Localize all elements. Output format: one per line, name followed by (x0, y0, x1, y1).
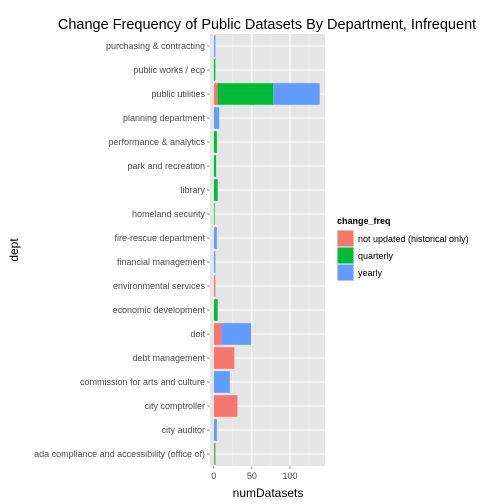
y-tick-label: public works / ecp (133, 65, 205, 75)
y-tick-label: debt management (132, 353, 205, 363)
y-tick-label: performance & analytics (108, 137, 205, 147)
bar-segment (214, 155, 216, 177)
bar-segment (221, 323, 251, 345)
x-axis-title: numDatasets (233, 486, 304, 500)
bar-segment (214, 83, 218, 105)
legend-label: not updated (historical only) (358, 234, 469, 244)
y-tick-label: homeland security (132, 209, 206, 219)
y-tick-label: doit (190, 329, 205, 339)
legend-swatch (338, 248, 354, 264)
bar-segment (214, 107, 219, 129)
legend-label: quarterly (358, 251, 394, 261)
y-tick-label: city auditor (161, 425, 205, 435)
bar-segment (214, 59, 216, 81)
y-tick-label: city comptroller (144, 401, 205, 411)
y-tick-label: economic development (112, 305, 205, 315)
legend-swatch (338, 265, 354, 281)
bar-segment (214, 179, 218, 201)
bar-segment (214, 419, 217, 441)
plot-panel (210, 34, 325, 466)
y-tick-label: library (180, 185, 205, 195)
x-tick-label: 50 (247, 471, 257, 481)
bar-segment (214, 227, 217, 249)
bar-segment (214, 275, 216, 297)
bar-segment (214, 299, 218, 321)
y-tick-label: fire-rescue department (114, 233, 205, 243)
chart-title: Change Frequency of Public Datasets By D… (58, 17, 476, 33)
bar-segment (214, 203, 215, 225)
bar-segment (218, 83, 274, 105)
bar-segment (214, 371, 230, 393)
bar-segment (214, 347, 235, 369)
y-axis-title: dept (7, 238, 21, 262)
legend-title: change_freq (337, 216, 391, 226)
bar-segment (214, 395, 238, 417)
legend-label: yearly (358, 268, 383, 278)
bar-segment (215, 443, 216, 465)
y-tick-label: environmental services (113, 281, 206, 291)
y-tick-label: financial management (117, 257, 206, 267)
y-axis: purchasing & contracting public works / e… (34, 41, 210, 459)
legend-swatch (338, 231, 354, 247)
bar-segment (214, 131, 217, 153)
x-tick-label: 0 (211, 471, 216, 481)
bar-segment (273, 83, 319, 105)
y-tick-label: purchasing & contracting (106, 41, 205, 51)
x-axis: 0 50 100 (211, 466, 297, 481)
y-tick-label: commission for arts and culture (80, 377, 205, 387)
bar-segment (214, 251, 216, 273)
y-tick-label: public utilities (151, 89, 205, 99)
y-tick-label: planning department (123, 113, 206, 123)
x-tick-label: 100 (282, 471, 297, 481)
y-tick-label: ada compliance and accessibility (office… (34, 449, 205, 459)
bar-segment (214, 323, 222, 345)
bar-segment (214, 35, 216, 57)
bar-segment (214, 443, 215, 465)
y-tick-label: park and recreation (127, 161, 205, 171)
